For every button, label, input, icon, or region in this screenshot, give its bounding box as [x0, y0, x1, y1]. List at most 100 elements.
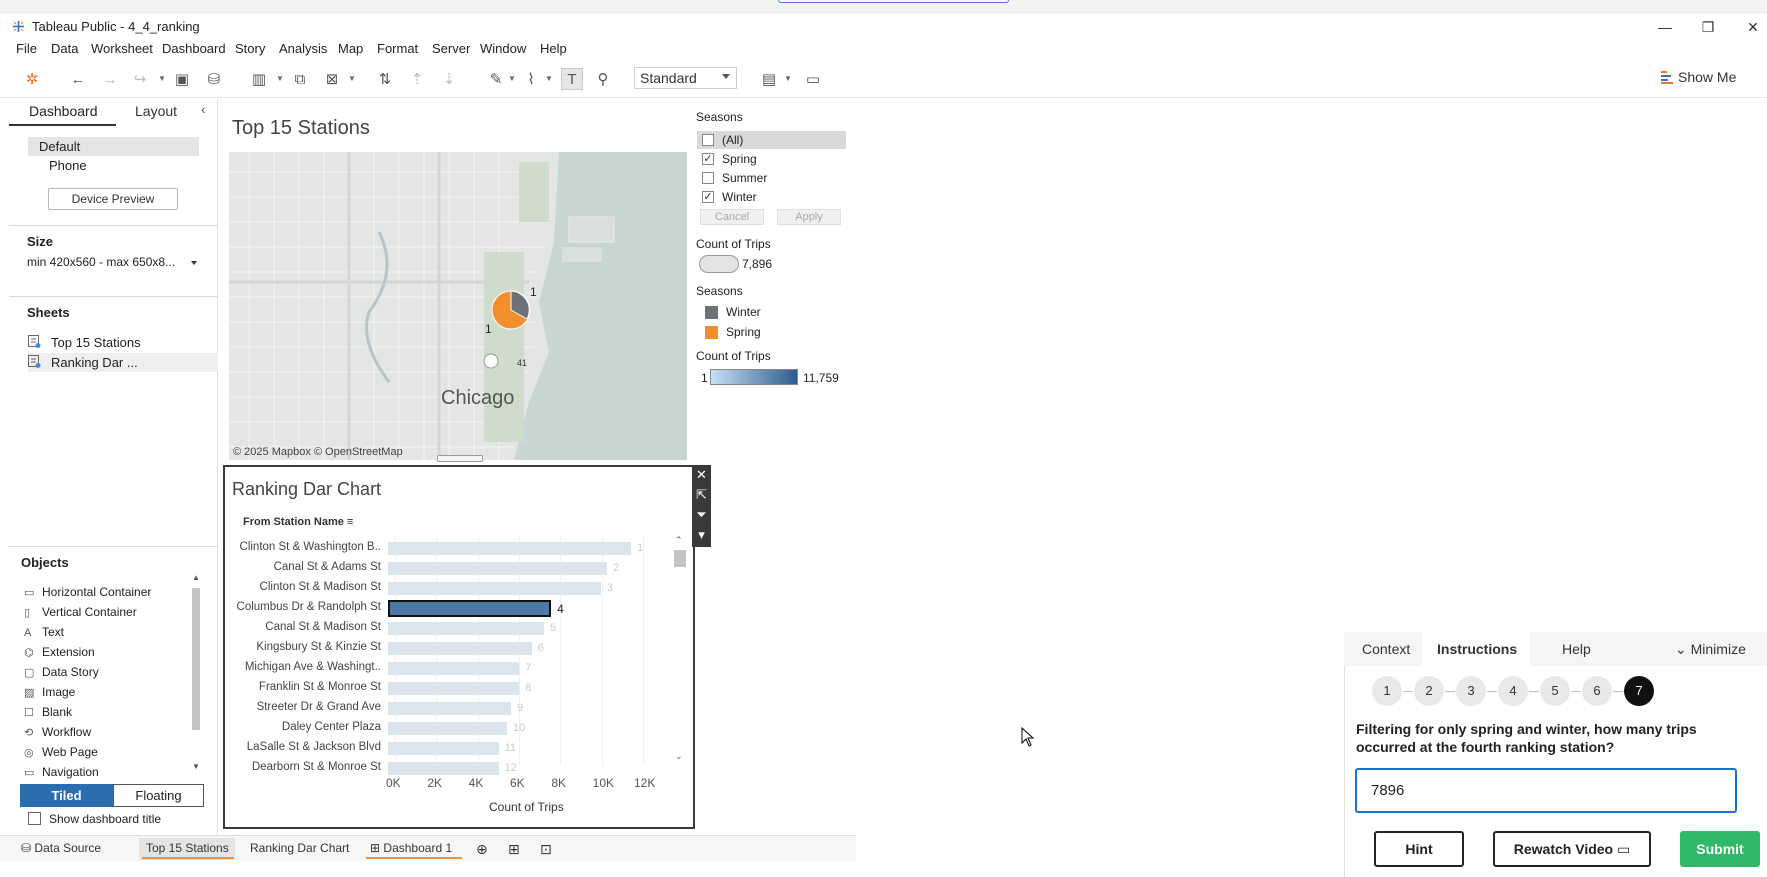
filter-item[interactable]: (All)	[697, 131, 846, 149]
sheet-tab-top-15-stations[interactable]: Top 15 Stations	[146, 841, 229, 855]
add-data-source-icon[interactable]: ⛁	[207, 71, 221, 88]
object-item[interactable]: ⟲ Workflow	[24, 725, 91, 739]
object-item[interactable]: ☐ Blank	[24, 705, 72, 719]
tab-help[interactable]: Help	[1562, 641, 1591, 657]
step-1[interactable]: 1	[1372, 676, 1402, 706]
tab-context[interactable]: Context	[1362, 641, 1411, 657]
collapse-pane-icon[interactable]: ‹	[201, 101, 206, 117]
bar[interactable]	[388, 622, 545, 635]
checkbox-icon[interactable]	[702, 172, 714, 184]
step-5[interactable]: 5	[1540, 676, 1570, 706]
scroll-down-icon[interactable]: ⌄	[675, 751, 683, 761]
bar[interactable]	[388, 722, 507, 735]
object-item[interactable]: ⌬ Extension	[24, 645, 95, 659]
menu-worksheet[interactable]: Worksheet	[91, 41, 153, 56]
minimize-window-button[interactable]: —	[1658, 19, 1672, 35]
object-item[interactable]: ▢ Data Story	[24, 665, 99, 679]
menu-format[interactable]: Format	[377, 41, 419, 56]
bar[interactable]	[388, 702, 511, 715]
scroll-down-icon[interactable]: ▼	[192, 762, 200, 771]
answer-input[interactable]: 7896	[1355, 768, 1737, 813]
clear-caret-icon[interactable]: ▼	[348, 74, 356, 83]
highlight-caret-icon[interactable]: ▼	[508, 74, 516, 83]
pie-chart-mark[interactable]	[491, 290, 533, 332]
station-label[interactable]: Streeter Dr & Grand Ave	[256, 701, 381, 713]
replay-icon[interactable]: ↪	[133, 71, 147, 88]
sort-ascending-icon[interactable]: ⇡	[410, 71, 424, 88]
bar[interactable]	[388, 742, 499, 755]
undo-icon[interactable]: ←	[70, 70, 86, 88]
show-me-button[interactable]: Show Me	[1678, 69, 1737, 85]
restore-window-button[interactable]: ❐	[1701, 19, 1715, 35]
menu-map[interactable]: Map	[338, 41, 364, 56]
scroll-thumb[interactable]	[192, 588, 200, 730]
checkbox-icon[interactable]: ✓	[702, 153, 714, 165]
menu-file[interactable]: File	[16, 41, 37, 56]
sort-icon[interactable]: ≡	[346, 516, 354, 528]
new-worksheet-caret-icon[interactable]: ▼	[276, 74, 284, 83]
replay-caret-icon[interactable]: ▼	[158, 74, 166, 83]
clear-sheet-icon[interactable]: ⊠	[325, 71, 339, 88]
filter-cancel-button[interactable]: Cancel	[700, 209, 764, 225]
floating-button[interactable]: Floating	[113, 784, 204, 807]
show-cards-caret-icon[interactable]: ▼	[784, 74, 792, 83]
object-item[interactable]: ◎ Web Page	[24, 745, 98, 759]
new-worksheet-icon[interactable]: ▥	[251, 71, 267, 88]
step-2[interactable]: 2	[1414, 676, 1444, 706]
hint-button[interactable]: Hint	[1374, 831, 1464, 867]
filter-apply-button[interactable]: Apply	[777, 209, 841, 225]
station-label[interactable]: Franklin St & Monroe St	[258, 681, 381, 693]
redo-icon[interactable]: →	[102, 70, 118, 88]
sheet-tab-ranking-dar-chart[interactable]: Ranking Dar Chart	[250, 841, 350, 855]
pin-icon[interactable]: ⚲	[597, 71, 609, 88]
menu-dashboard[interactable]: Dashboard	[162, 41, 226, 56]
rewatch-video-button[interactable]: Rewatch Video ▭	[1493, 831, 1651, 867]
menu-data[interactable]: Data	[51, 41, 79, 56]
filter-item[interactable]: Summer	[697, 169, 846, 187]
tab-layout[interactable]: Layout	[135, 103, 178, 119]
bar[interactable]	[388, 642, 532, 655]
filter-item[interactable]: ✓ Winter	[697, 188, 846, 206]
swap-icon[interactable]: ⇅	[378, 71, 392, 88]
more-options-icon[interactable]: ▾	[698, 527, 705, 542]
scroll-thumb[interactable]	[674, 550, 686, 567]
station-label[interactable]: Dearborn St & Monroe St	[251, 761, 381, 773]
size-select[interactable]: min 420x560 - max 650x8...	[27, 255, 176, 269]
duplicate-sheet-icon[interactable]: ⧉	[294, 70, 306, 88]
scroll-up-icon[interactable]: ▲	[192, 573, 200, 582]
step-6[interactable]: 6	[1582, 676, 1612, 706]
station-label[interactable]: Clinton St & Madison St	[259, 581, 381, 593]
sheet-item-top-15-stations[interactable]: Top 15 Stations	[28, 333, 218, 352]
device-preview-button[interactable]: Device Preview	[48, 188, 178, 210]
menu-window[interactable]: Window	[480, 41, 527, 56]
go-to-sheet-icon[interactable]: ⇱	[696, 487, 707, 502]
step-3[interactable]: 3	[1456, 676, 1486, 706]
minimize-button[interactable]: ⌄ Minimize	[1675, 641, 1746, 658]
sheet-item-ranking-dar[interactable]: Ranking Dar ...	[28, 353, 218, 372]
station-label[interactable]: Daley Center Plaza	[281, 721, 381, 733]
map-view[interactable]	[229, 152, 687, 460]
group-caret-icon[interactable]: ▼	[545, 74, 553, 83]
new-dashboard-tab-icon[interactable]: ⊞	[508, 841, 520, 857]
fit-select[interactable]: Standard	[634, 67, 737, 89]
new-worksheet-tab-icon[interactable]: ⊕	[476, 841, 488, 857]
close-window-button[interactable]: ✕	[1747, 19, 1759, 35]
bar[interactable]	[388, 582, 601, 595]
scroll-up-icon[interactable]: ⌃	[675, 535, 683, 545]
bar[interactable]	[388, 600, 552, 617]
menu-help[interactable]: Help	[540, 41, 567, 56]
show-title-checkbox[interactable]: Show dashboard title	[28, 812, 161, 826]
save-icon[interactable]: ▣	[174, 71, 190, 88]
station-label[interactable]: LaSalle St & Jackson Blvd	[246, 741, 381, 753]
chart-scrollbar[interactable]: ⌃ ⌄	[673, 535, 686, 767]
show-cards-icon[interactable]: ▤	[761, 71, 777, 88]
data-source-tab[interactable]: ⛁ Data Source	[21, 841, 101, 855]
device-phone[interactable]: Phone	[49, 158, 87, 173]
station-label[interactable]: Canal St & Adams St	[273, 561, 381, 573]
dashboard-tab[interactable]: ⊞ Dashboard 1	[370, 841, 452, 855]
resize-handle[interactable]	[437, 455, 483, 462]
column-header[interactable]: From Station Name ≡	[243, 516, 353, 528]
sort-descending-icon[interactable]: ⇣	[442, 71, 456, 88]
object-item[interactable]: ▭ Horizontal Container	[24, 585, 151, 599]
show-labels-icon[interactable]: T	[561, 68, 583, 90]
